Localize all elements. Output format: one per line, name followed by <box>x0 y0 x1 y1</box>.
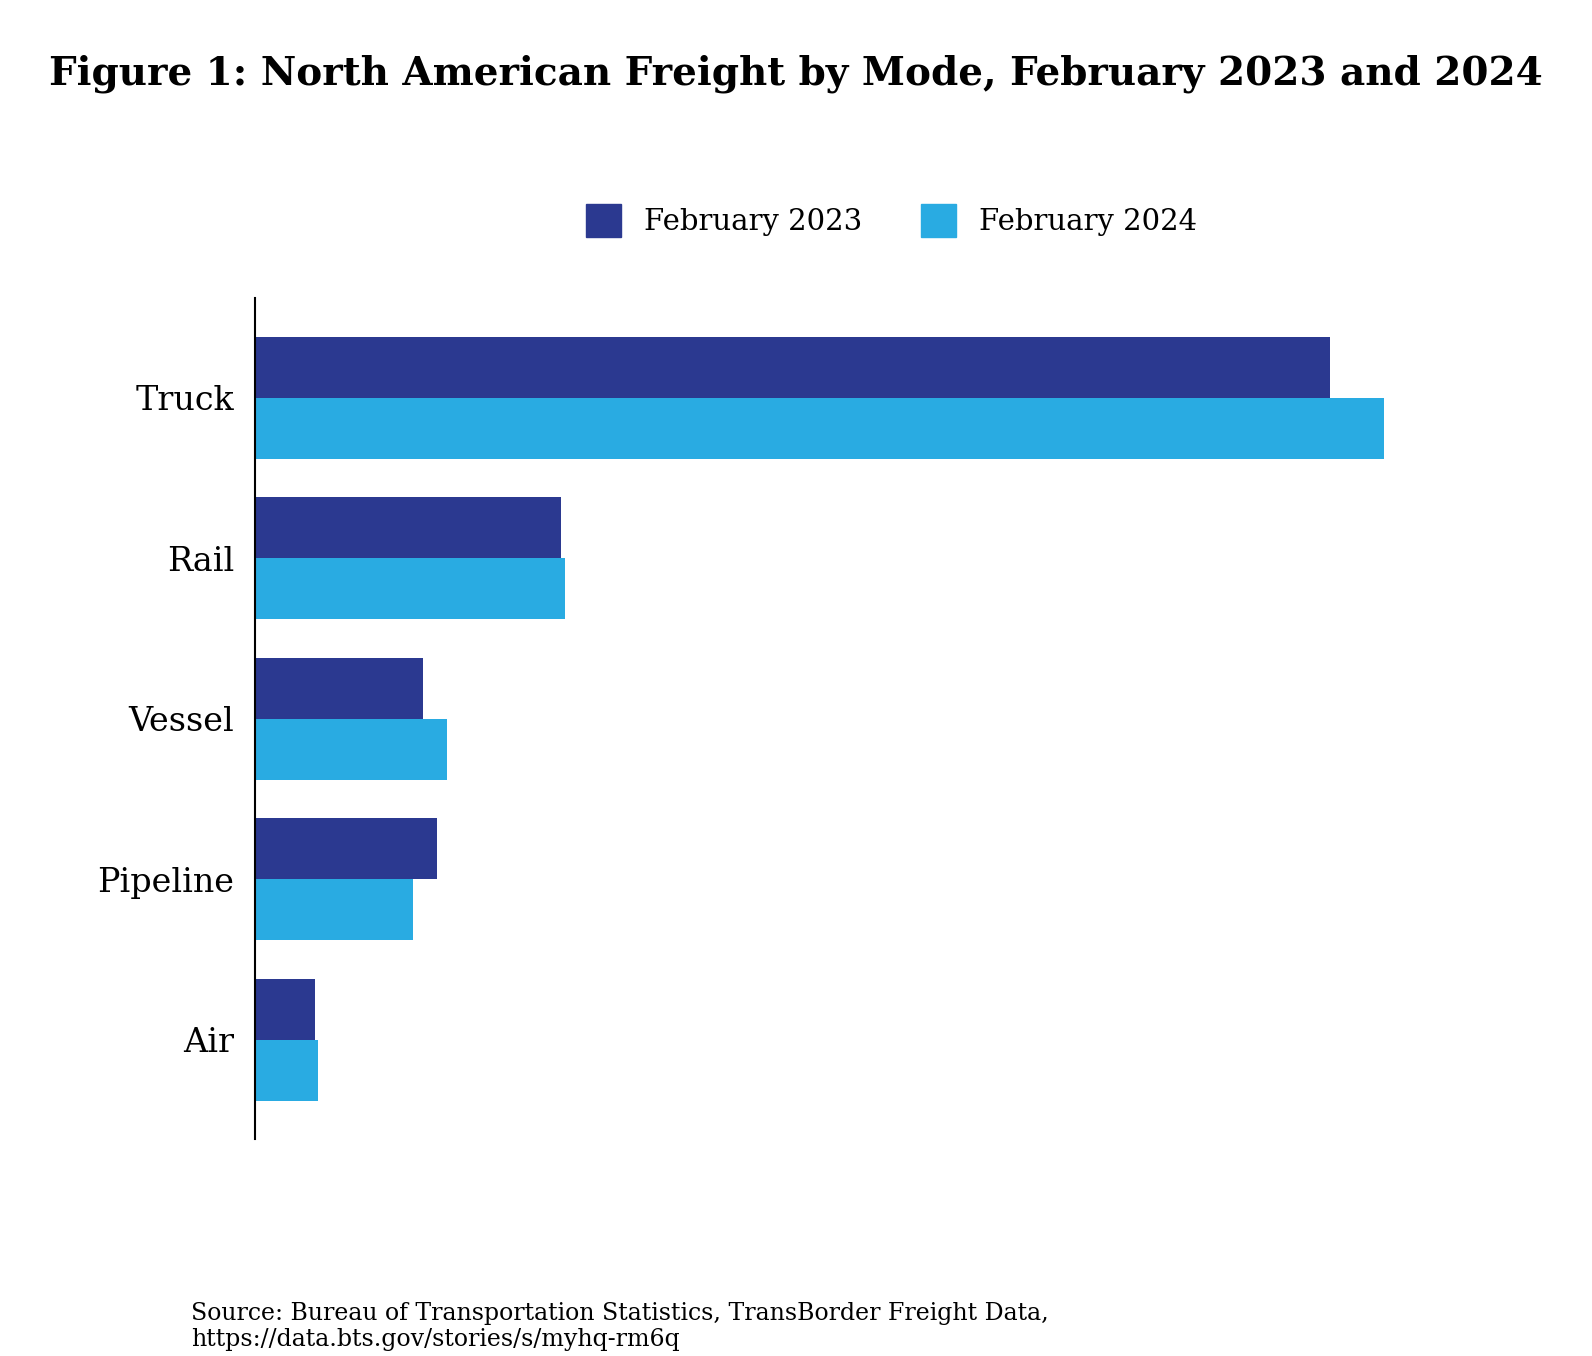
Bar <box>255 559 565 620</box>
Bar <box>255 818 438 879</box>
Bar <box>255 498 560 559</box>
Bar <box>255 879 414 940</box>
Bar <box>255 336 1329 397</box>
Legend: February 2023, February 2024: February 2023, February 2024 <box>586 203 1197 237</box>
Bar <box>255 397 1383 458</box>
Text: Figure 1: North American Freight by Mode, February 2023 and 2024: Figure 1: North American Freight by Mode… <box>49 54 1543 92</box>
Bar <box>255 979 315 1040</box>
Bar <box>255 719 447 780</box>
Text: Source: Bureau of Transportation Statistics, TransBorder Freight Data,
https://d: Source: Bureau of Transportation Statist… <box>191 1302 1049 1352</box>
Bar <box>255 1040 318 1101</box>
Bar <box>255 658 423 719</box>
